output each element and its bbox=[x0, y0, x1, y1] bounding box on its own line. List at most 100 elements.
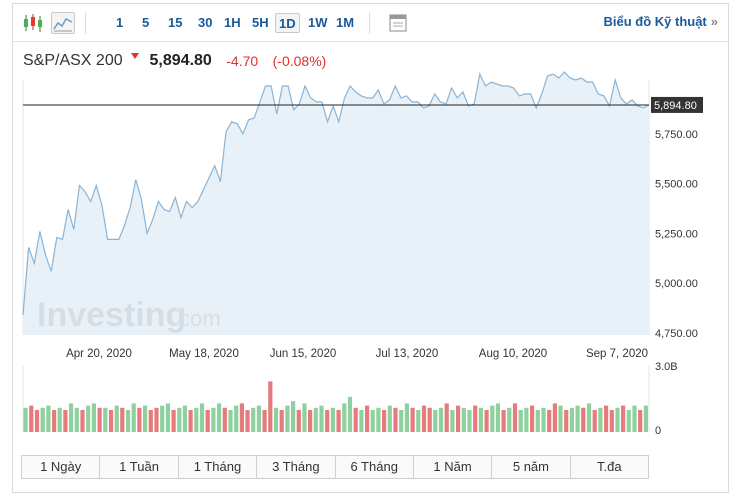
volume-bar bbox=[57, 407, 62, 432]
volume-bar bbox=[69, 403, 74, 432]
last-price-tag bbox=[651, 96, 703, 113]
volume-bar bbox=[467, 410, 472, 432]
range-button[interactable]: 1 Tháng bbox=[178, 456, 258, 478]
volume-bar bbox=[638, 410, 643, 432]
volume-bar bbox=[279, 410, 284, 432]
range-button[interactable]: 1 Năm bbox=[413, 456, 493, 478]
volume-bar bbox=[643, 405, 648, 432]
price-area bbox=[23, 72, 649, 335]
volume-bar bbox=[52, 410, 57, 432]
volume-bar bbox=[615, 407, 620, 432]
price-change: -4.70 bbox=[226, 53, 259, 69]
volume-bar bbox=[569, 407, 574, 432]
volume-bar bbox=[125, 410, 131, 432]
volume-bar bbox=[382, 410, 387, 432]
technical-chart-link[interactable]: Biểu đồ Kỹ thuật» bbox=[603, 14, 718, 29]
calendar-icon[interactable] bbox=[387, 12, 411, 34]
volume-bar bbox=[251, 407, 256, 432]
volume-bar bbox=[268, 381, 273, 432]
volume-bar bbox=[330, 407, 335, 432]
volume-bar bbox=[416, 410, 421, 432]
range-button[interactable]: 6 Tháng bbox=[335, 456, 414, 478]
volume-bar bbox=[285, 405, 290, 432]
interval-5[interactable]: 5 bbox=[142, 15, 150, 30]
volume-bar bbox=[325, 410, 330, 432]
volume-bar bbox=[222, 407, 227, 432]
volume-bar bbox=[143, 405, 148, 432]
volume-bar bbox=[484, 410, 489, 432]
volume-bar bbox=[404, 403, 409, 432]
price-change-percent: (-0.08%) bbox=[272, 53, 327, 69]
y-tick-label: 5,500.00 bbox=[655, 179, 698, 191]
volume-bar bbox=[108, 410, 114, 432]
range-button[interactable]: 1 Ngày bbox=[22, 456, 101, 478]
volume-bar bbox=[296, 410, 301, 432]
range-button[interactable]: 5 năm bbox=[492, 456, 571, 478]
volume-bar bbox=[518, 410, 523, 432]
volume-bar bbox=[308, 410, 313, 432]
y-tick-label: 5,000.00 bbox=[655, 278, 698, 290]
interval-30[interactable]: 30 bbox=[198, 15, 213, 30]
volume-bar bbox=[228, 410, 233, 432]
volume-bar bbox=[103, 407, 108, 432]
volume-bar bbox=[137, 407, 142, 432]
volume-bar bbox=[456, 405, 461, 432]
volume-bar bbox=[592, 410, 597, 432]
volume-bar bbox=[160, 405, 165, 432]
volume-bar bbox=[621, 405, 626, 432]
interval-1m[interactable]: 1M bbox=[336, 15, 355, 30]
volume-bar bbox=[438, 407, 444, 432]
volume-bar bbox=[120, 407, 125, 432]
volume-bar bbox=[376, 407, 381, 432]
interval-1h[interactable]: 1H bbox=[224, 15, 241, 30]
candlestick-icon[interactable] bbox=[21, 12, 45, 34]
volume-bar bbox=[97, 407, 102, 432]
area-chart-icon[interactable] bbox=[51, 12, 75, 34]
volume-bar bbox=[23, 407, 28, 432]
volume-bar bbox=[347, 396, 353, 432]
volume-bar bbox=[211, 407, 216, 432]
volume-bar bbox=[319, 405, 324, 432]
volume-bar bbox=[524, 407, 529, 432]
range-button[interactable]: 1 Tuần bbox=[100, 456, 179, 478]
interval-1w[interactable]: 1W bbox=[308, 15, 328, 30]
volume-bar bbox=[154, 407, 159, 432]
volume-bar bbox=[370, 410, 375, 432]
chart-toolbar: 1 5 15 30 1H 5H 1D 1W 1M Biểu đồ Kỹ thuật» bbox=[13, 4, 728, 42]
chart-widget: 1 5 15 30 1H 5H 1D 1W 1M Biểu đồ Kỹ thuật» S&P/A… bbox=[12, 3, 729, 493]
volume-bar bbox=[478, 407, 483, 432]
range-button[interactable]: 3 Tháng bbox=[257, 456, 336, 478]
volume-bar bbox=[194, 407, 199, 432]
volume-bar bbox=[575, 405, 580, 432]
volume-bar bbox=[365, 405, 370, 432]
interval-1[interactable]: 1 bbox=[116, 15, 124, 30]
volume-bar bbox=[182, 405, 187, 432]
volume-bar bbox=[245, 410, 250, 432]
volume-bar bbox=[410, 407, 415, 432]
range-button[interactable]: T.đa bbox=[570, 456, 648, 478]
volume-bar bbox=[632, 405, 637, 432]
volume-bar bbox=[399, 410, 404, 432]
volume-bar bbox=[29, 405, 34, 432]
volume-bar bbox=[131, 403, 136, 432]
volume-bar bbox=[564, 410, 569, 432]
down-triangle-icon bbox=[131, 53, 140, 59]
volume-bar bbox=[393, 407, 398, 432]
x-tick-label: Aug 10, 2020 bbox=[479, 348, 547, 360]
interval-5h[interactable]: 5H bbox=[252, 15, 269, 30]
volume-bar bbox=[547, 410, 552, 432]
volume-bar bbox=[387, 405, 392, 432]
volume-bar bbox=[427, 407, 432, 432]
volume-bar bbox=[74, 407, 79, 432]
volume-bar bbox=[63, 410, 68, 432]
x-tick-label: Jun 15, 2020 bbox=[270, 348, 337, 360]
volume-bar bbox=[177, 407, 182, 432]
volume-bar bbox=[199, 403, 205, 432]
y-tick-label: 5,750.00 bbox=[655, 129, 698, 141]
interval-15[interactable]: 15 bbox=[168, 15, 183, 30]
volume-max-label: 3.0B bbox=[655, 361, 678, 373]
interval-1d[interactable]: 1D bbox=[275, 13, 300, 33]
volume-bar bbox=[501, 410, 506, 432]
volume-bar bbox=[512, 403, 518, 432]
volume-bar bbox=[530, 405, 535, 432]
